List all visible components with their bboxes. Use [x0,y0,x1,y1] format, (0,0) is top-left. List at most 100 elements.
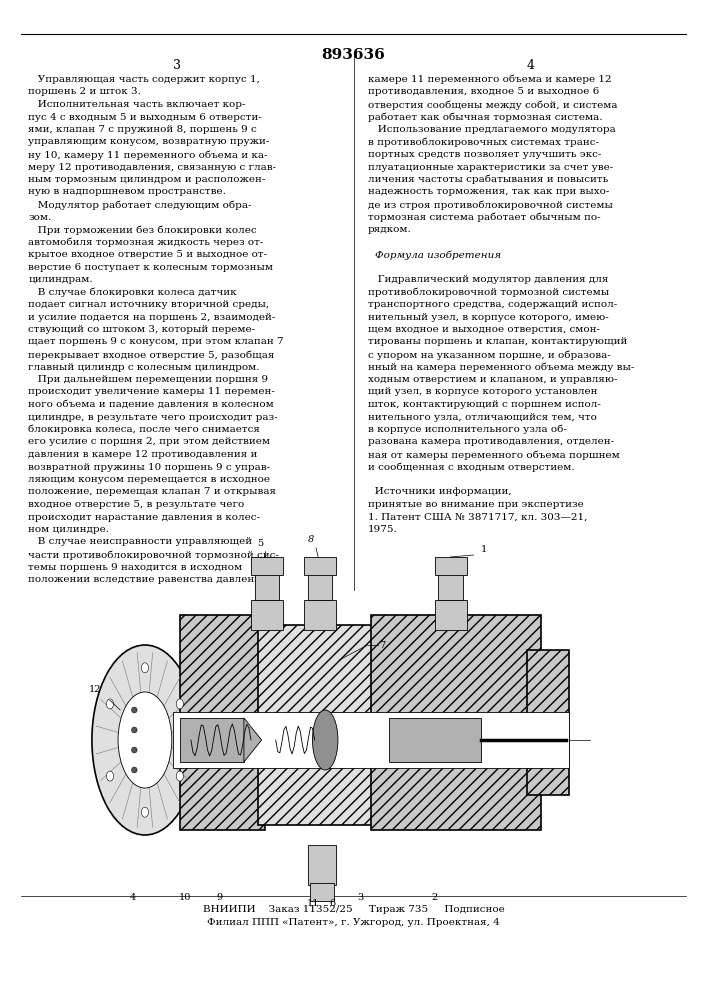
Text: зом.: зом. [28,213,52,222]
Text: автомобиля тормозная жидкость через от-: автомобиля тормозная жидкость через от- [28,237,264,247]
Text: ную в надпоршневом пространстве.: ную в надпоршневом пространстве. [28,188,226,196]
Bar [435,557,467,575]
Text: противодавления, входное 5 и выходное 6: противодавления, входное 5 и выходное 6 [368,88,599,97]
Text: управляющим конусом, возвратную пружи-: управляющим конусом, возвратную пружи- [28,137,269,146]
Bar [308,573,332,600]
Text: принятые во внимание при экспертизе: принятые во внимание при экспертизе [368,500,583,509]
Ellipse shape [118,692,172,788]
Bar [173,712,569,768]
Bar [255,573,279,600]
Text: 10: 10 [179,893,192,902]
Text: главный цилиндр с колесным цилиндром.: главный цилиндр с колесным цилиндром. [28,362,259,371]
Text: транспортного средства, содержащий испол-: транспортного средства, содержащий испол… [368,300,617,309]
Text: с упором на указанном поршне, и образова-: с упором на указанном поршне, и образова… [368,350,610,360]
Text: крытое входное отверстие 5 и выходное от-: крытое входное отверстие 5 и выходное от… [28,250,267,259]
Text: 893636: 893636 [322,48,385,62]
Text: блокировка колеса, после чего снимается: блокировка колеса, после чего снимается [28,425,260,434]
Text: 9: 9 [216,893,222,902]
Ellipse shape [312,710,338,770]
Text: цилиндрам.: цилиндрам. [28,275,93,284]
Ellipse shape [132,767,137,773]
Text: портных средств позволяет улучшить экс-: портных средств позволяет улучшить экс- [368,150,601,159]
Text: Филиал ППП «Патент», г. Ужгород, ул. Проектная, 4: Филиал ППП «Патент», г. Ужгород, ул. Про… [207,918,500,927]
Text: ями, клапан 7 с пружиной 8, поршень 9 с: ями, клапан 7 с пружиной 8, поршень 9 с [28,125,257,134]
Text: и сообщенная с входным отверстием.: и сообщенная с входным отверстием. [368,462,574,472]
Text: ная от камеры переменного объема поршнем: ная от камеры переменного объема поршнем [368,450,619,460]
Text: шток, контактирующий с поршнем испол-: шток, контактирующий с поршнем испол- [368,400,600,409]
Text: рядком.: рядком. [368,225,411,234]
Text: камере 11 переменного объема и камере 12: камере 11 переменного объема и камере 12 [368,75,612,85]
Text: работает как обычная тормозная система.: работает как обычная тормозная система. [368,112,602,122]
Text: Исполнительная часть включает кор-: Исполнительная часть включает кор- [28,100,246,109]
Text: ходным отверстием и клапаном, и управляю-: ходным отверстием и клапаном, и управляю… [368,375,617,384]
Text: возвратной пружины 10 поршень 9 с управ-: возвратной пружины 10 поршень 9 с управ- [28,462,270,472]
Text: При торможении без блокировки колес: При торможении без блокировки колес [28,225,257,235]
Text: ном цилиндре.: ном цилиндре. [28,525,110,534]
Text: тормозная система работает обычным по-: тормозная система работает обычным по- [368,213,600,222]
Text: Модулятор работает следующим обра-: Модулятор работает следующим обра- [28,200,252,210]
Text: ствующий со штоком 3, который переме-: ствующий со штоком 3, который переме- [28,325,255,334]
Text: нительный узел, в корпусе которого, имею-: нительный узел, в корпусе которого, имею… [368,312,609,322]
Bar [258,625,378,825]
Ellipse shape [107,699,114,709]
Text: цилиндре, в результате чего происходит раз-: цилиндре, в результате чего происходит р… [28,413,278,422]
Text: и усилие подается на поршень 2, взаимодей-: и усилие подается на поршень 2, взаимоде… [28,312,276,322]
Text: нный на камера переменного объема между вы-: нный на камера переменного объема между … [368,362,634,372]
Text: 4: 4 [130,893,136,902]
Ellipse shape [141,807,148,817]
Text: щем входное и выходное отверстия, смон-: щем входное и выходное отверстия, смон- [368,325,600,334]
Text: верстие 6 поступает к колесным тормозным: верстие 6 поступает к колесным тормозным [28,262,274,271]
Bar [371,615,541,830]
Text: 1. Патент США № 3871717, кл. 303—21,: 1. Патент США № 3871717, кл. 303—21, [368,512,587,521]
Ellipse shape [92,645,198,835]
Text: 5: 5 [257,538,263,547]
Text: тированы поршень и клапан, контактирующий: тированы поршень и клапан, контактирующи… [368,338,627,347]
Text: ну 10, камеру 11 переменного объема и ка-: ну 10, камеру 11 переменного объема и ка… [28,150,268,159]
Bar [308,845,336,885]
Text: происходит увеличение камеры 11 перемен-: происходит увеличение камеры 11 перемен- [28,387,275,396]
Text: личения частоты срабатывания и повысить: личения частоты срабатывания и повысить [368,175,608,184]
Text: давления в камере 12 противодавления и: давления в камере 12 противодавления и [28,450,257,459]
Bar [438,573,463,600]
Text: положении вследствие равенства давлений в: положении вследствие равенства давлений … [28,575,277,584]
Text: ляющим конусом перемещается в исходное: ляющим конусом перемещается в исходное [28,475,270,484]
Text: плуатационные характеристики за счет уве-: плуатационные характеристики за счет уве… [368,162,613,172]
Bar [304,557,336,575]
Bar [251,600,283,630]
Bar [527,650,569,795]
Text: 1975.: 1975. [368,525,397,534]
Bar [435,600,467,630]
Text: в корпусе исполнительного узла об-: в корпусе исполнительного узла об- [368,425,566,434]
Text: 12: 12 [89,686,102,694]
Text: отверстия сообщены между собой, и система: отверстия сообщены между собой, и систем… [368,100,617,109]
Text: щает поршень 9 с конусом, при этом клапан 7: щает поршень 9 с конусом, при этом клапа… [28,338,284,347]
Text: В случае блокировки колеса датчик: В случае блокировки колеса датчик [28,288,237,297]
Text: положение, перемещая клапан 7 и открывая: положение, перемещая клапан 7 и открывая [28,488,276,496]
Text: поршень 2 и шток 3.: поршень 2 и шток 3. [28,88,141,97]
Text: 7: 7 [379,641,385,650]
Text: его усилие с поршня 2, при этом действием: его усилие с поршня 2, при этом действие… [28,438,270,446]
Text: При дальнейшем перемещении поршня 9: При дальнейшем перемещении поршня 9 [28,375,269,384]
Text: темы поршень 9 находится в исходном: темы поршень 9 находится в исходном [28,562,243,572]
Bar [180,615,265,830]
Text: 3: 3 [358,893,363,902]
Text: 1: 1 [481,545,487,554]
Ellipse shape [107,771,114,781]
Text: Формула изобретения: Формула изобретения [375,250,501,259]
Text: части противоблокировочной тормозной сис-: части противоблокировочной тормозной сис… [28,550,279,560]
Text: входное отверстие 5, в результате чего: входное отверстие 5, в результате чего [28,500,245,509]
Text: щий узел, в корпусе которого установлен: щий узел, в корпусе которого установлен [368,387,597,396]
Text: подает сигнал источнику вторичной среды,: подает сигнал источнику вторичной среды, [28,300,269,309]
Text: пус 4 с входным 5 и выходным 6 отверсти-: пус 4 с входным 5 и выходным 6 отверсти- [28,112,262,121]
Text: в противоблокировочных системах транс-: в противоблокировочных системах транс- [368,137,599,147]
Text: меру 12 противодавления, связанную с глав-: меру 12 противодавления, связанную с гла… [28,162,276,172]
Text: перекрывает входное отверстие 5, разобщая: перекрывает входное отверстие 5, разобща… [28,350,274,360]
Ellipse shape [176,771,183,781]
Text: происходит нарастание давления в колес-: происходит нарастание давления в колес- [28,512,260,521]
Text: ВНИИПИ    Заказ 11352/25     Тираж 735     Подписное: ВНИИПИ Заказ 11352/25 Тираж 735 Подписно… [203,905,504,914]
Bar [251,557,283,575]
Bar [304,600,336,630]
Ellipse shape [132,707,137,713]
Text: 3: 3 [173,59,181,72]
Text: ным тормозным цилиндром и расположен-: ным тормозным цилиндром и расположен- [28,175,266,184]
